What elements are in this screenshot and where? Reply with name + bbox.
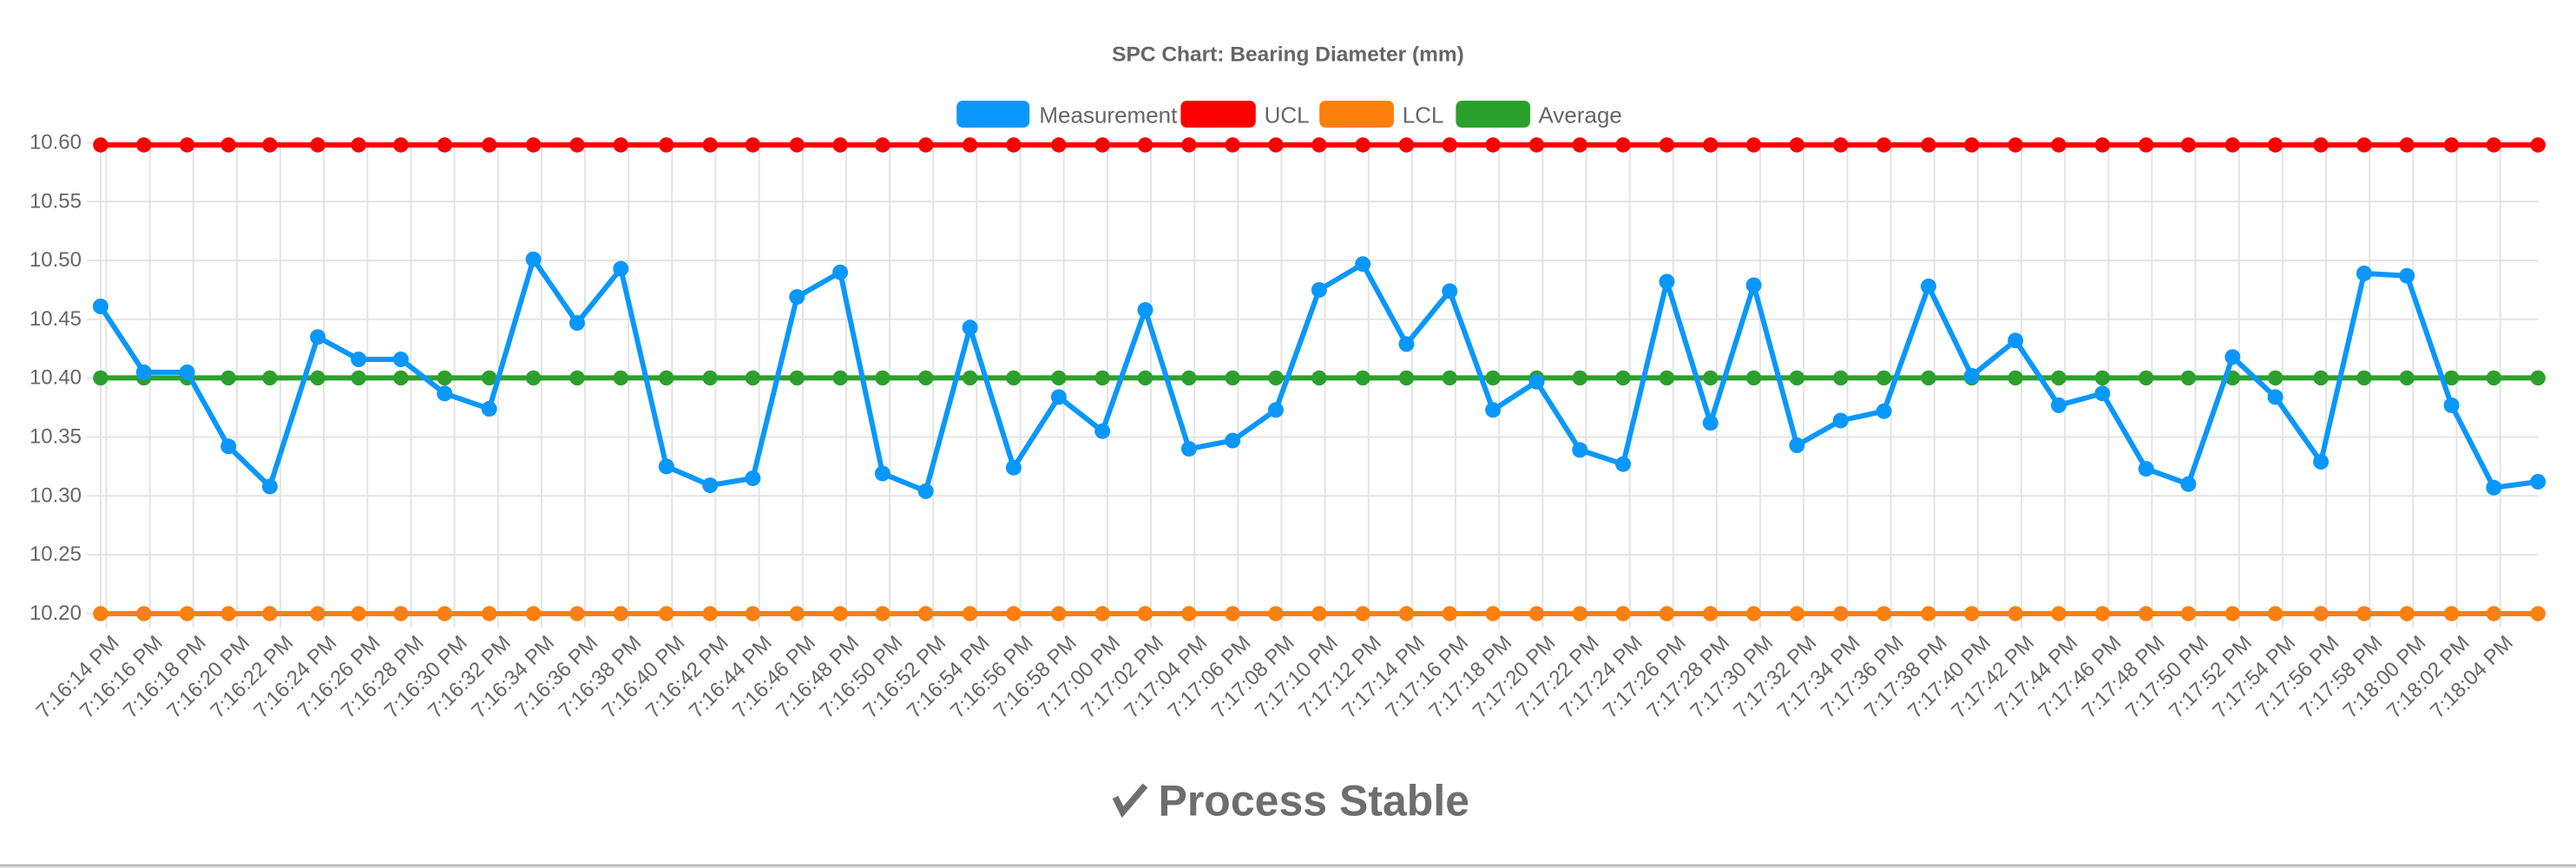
- svg-text:UCL: UCL: [1265, 102, 1310, 128]
- svg-text:Measurement: Measurement: [1039, 102, 1178, 128]
- svg-text:10.20: 10.20: [30, 602, 82, 625]
- svg-text:LCL: LCL: [1403, 102, 1444, 128]
- svg-text:Average: Average: [1539, 102, 1622, 128]
- svg-text:10.55: 10.55: [30, 189, 82, 213]
- svg-text:Process Stable: Process Stable: [1159, 777, 1470, 825]
- svg-text:10.45: 10.45: [30, 307, 82, 331]
- svg-text:10.50: 10.50: [30, 248, 82, 272]
- svg-text:10.25: 10.25: [30, 542, 82, 566]
- svg-text:10.30: 10.30: [30, 483, 82, 507]
- svg-text:10.60: 10.60: [30, 131, 82, 155]
- svg-text:10.40: 10.40: [30, 366, 82, 390]
- svg-text:SPC Chart: Bearing Diameter (m: SPC Chart: Bearing Diameter (mm): [1112, 43, 1464, 67]
- svg-text:10.35: 10.35: [30, 425, 82, 449]
